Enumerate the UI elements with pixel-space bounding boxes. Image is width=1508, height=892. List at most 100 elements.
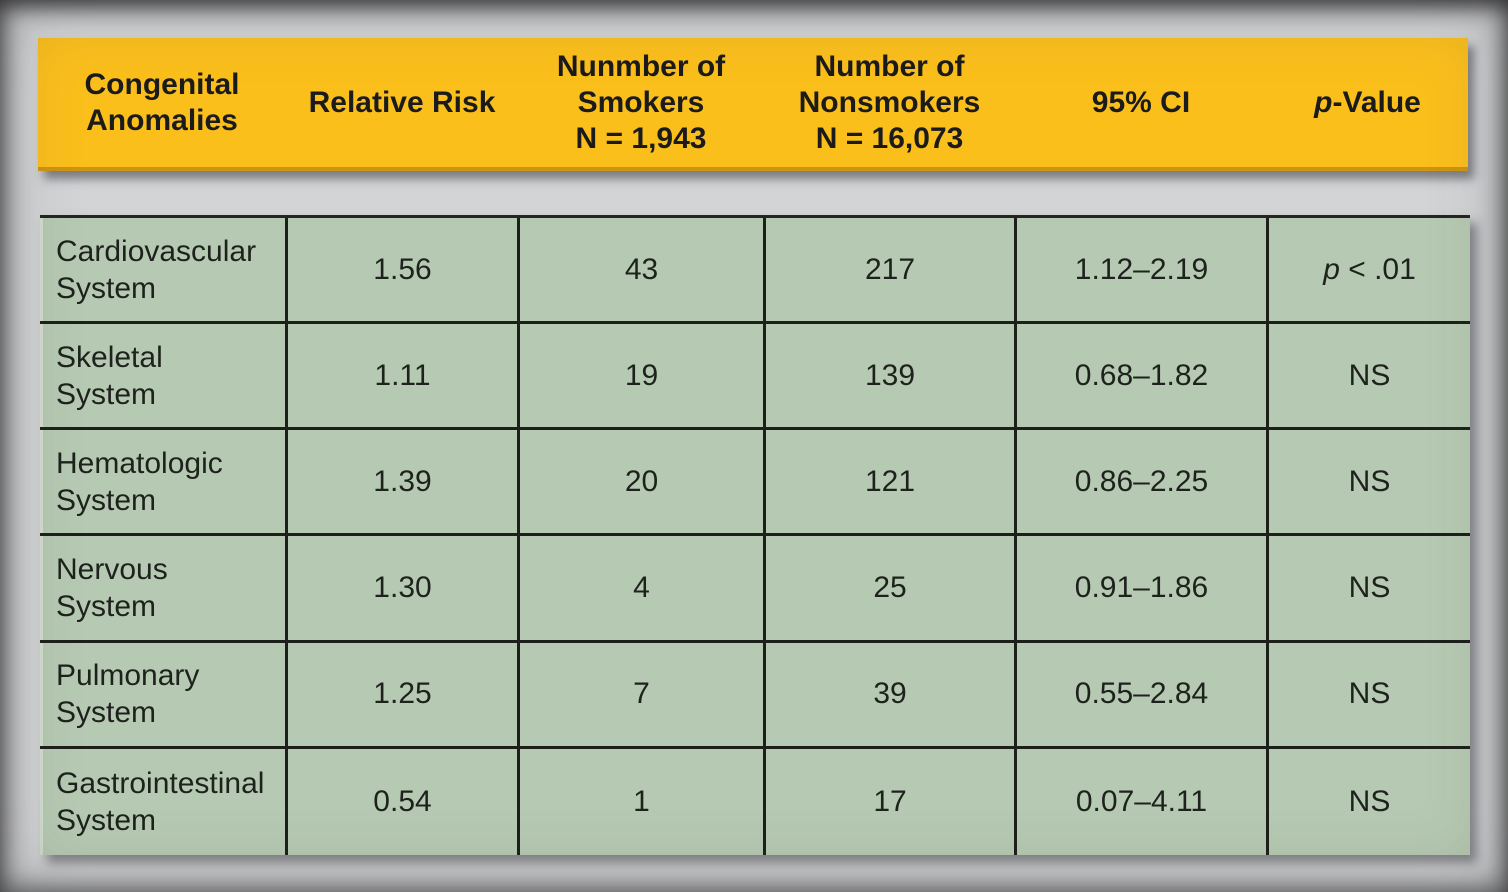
- relative-risk-cell: 1.56: [288, 218, 520, 325]
- smokers-value: 1: [633, 784, 650, 818]
- nonsmokers-value: 25: [873, 571, 907, 605]
- anomaly-cell: Pulmonary System: [40, 642, 288, 749]
- p-rest: NS: [1348, 784, 1391, 818]
- header-line: Relative Risk: [308, 85, 496, 119]
- p-value-cell: NS: [1269, 536, 1470, 643]
- relative-risk-cell: 1.25: [288, 642, 520, 749]
- anomaly-line: Cardiovascular: [56, 234, 257, 268]
- p-rest: NS: [1348, 464, 1391, 498]
- ci-value: 0.86–2.25: [1074, 464, 1209, 498]
- ci-value: 0.91–1.86: [1074, 571, 1209, 605]
- smokers-cell: 4: [520, 536, 766, 643]
- ci-cell: 1.12–2.19: [1017, 218, 1269, 325]
- header-line: N = 1,943: [575, 121, 707, 155]
- header-line: Number of: [814, 49, 965, 83]
- ci-value: 1.12–2.19: [1074, 252, 1209, 286]
- header-cell-relative-risk: Relative Risk: [286, 38, 518, 167]
- nonsmokers-value: 217: [864, 252, 916, 286]
- ci-cell: 0.55–2.84: [1017, 642, 1269, 749]
- anomaly-line: System: [56, 590, 157, 624]
- header-line: 95% CI: [1091, 85, 1191, 119]
- anomaly-line: Skeletal: [56, 340, 163, 374]
- smokers-cell: 43: [520, 218, 766, 325]
- anomaly-line: System: [56, 696, 157, 730]
- anomaly-line: System: [56, 483, 157, 517]
- relative-risk-value: 0.54: [373, 784, 432, 818]
- anomaly-line: Gastrointestinal: [56, 766, 265, 800]
- nonsmokers-cell: 39: [766, 642, 1017, 749]
- smokers-cell: 19: [520, 324, 766, 431]
- ci-value: 0.07–4.11: [1075, 784, 1208, 818]
- anomaly-cell: Cardiovascular System: [40, 218, 288, 325]
- p-rest: NS: [1348, 677, 1391, 711]
- ci-value: 0.55–2.84: [1074, 677, 1209, 711]
- smokers-cell: 7: [520, 642, 766, 749]
- nonsmokers-value: 17: [873, 784, 907, 818]
- header-line: Congenital: [84, 67, 240, 101]
- relative-risk-value: 1.30: [373, 571, 432, 605]
- nonsmokers-value: 139: [864, 358, 916, 392]
- anomaly-line: System: [56, 377, 157, 411]
- header-line: Smokers: [577, 85, 705, 119]
- nonsmokers-value: 39: [873, 677, 907, 711]
- anomaly-line: Pulmonary: [56, 659, 200, 693]
- data-table: Cardiovascular System 1.56 43 217 1.12–2…: [40, 215, 1470, 855]
- anomaly-line: Hematologic: [56, 446, 223, 480]
- p-value-text: NS: [1349, 569, 1391, 607]
- nonsmokers-value: 121: [864, 464, 916, 498]
- p-rest: NS: [1348, 571, 1391, 605]
- header-line: Anomalies: [86, 103, 238, 137]
- anomaly-line: Nervous: [56, 553, 168, 587]
- ci-cell: 0.91–1.86: [1017, 536, 1269, 643]
- ci-value: 0.68–1.82: [1074, 358, 1209, 392]
- anomaly-cell: Gastrointestinal System: [40, 748, 288, 855]
- nonsmokers-cell: 121: [766, 430, 1017, 537]
- relative-risk-cell: 1.11: [288, 324, 520, 431]
- relative-risk-value: 1.11: [374, 358, 431, 392]
- p-value-cell: p < .01: [1269, 218, 1470, 325]
- smokers-cell: 20: [520, 430, 766, 537]
- relative-risk-cell: 1.30: [288, 536, 520, 643]
- header-cell-number-of-nonsmokers: Number of Nonsmokers N = 16,073: [764, 38, 1015, 167]
- header-cell-95-ci: 95% CI: [1015, 38, 1267, 167]
- relative-risk-cell: 1.39: [288, 430, 520, 537]
- p-value-cell: NS: [1269, 643, 1470, 749]
- anomaly-cell: Nervous System: [40, 536, 288, 643]
- ci-cell: 0.86–2.25: [1017, 430, 1269, 537]
- nonsmokers-cell: 217: [766, 218, 1017, 325]
- ci-cell: 0.68–1.82: [1017, 324, 1269, 431]
- smokers-value: 43: [624, 252, 659, 286]
- header-line: N = 16,073: [815, 121, 964, 155]
- smokers-value: 20: [624, 464, 659, 498]
- header-cell-number-of-smokers: Nunmber of Smokers N = 1,943: [518, 38, 764, 167]
- relative-risk-value: 1.56: [373, 252, 432, 286]
- p-value-italic-p: p: [1314, 85, 1333, 119]
- p-value-text: NS: [1349, 357, 1391, 395]
- nonsmokers-cell: 17: [766, 748, 1017, 855]
- anomaly-line: System: [56, 271, 157, 305]
- relative-risk-value: 1.25: [373, 677, 432, 711]
- header-line: Nunmber of: [556, 49, 726, 83]
- p-value-cell: NS: [1269, 430, 1470, 537]
- p-rest: NS: [1348, 358, 1391, 392]
- smokers-cell: 1: [520, 748, 766, 855]
- p-value-text: NS: [1349, 675, 1391, 713]
- p-rest: < .01: [1339, 252, 1416, 286]
- table-header-band: Congenital Anomalies Relative Risk Nunmb…: [38, 38, 1468, 171]
- anomaly-cell: Skeletal System: [40, 324, 288, 431]
- smokers-value: 19: [624, 358, 659, 392]
- header-cell-p-value: p-Value: [1267, 38, 1468, 167]
- p-italic: p: [1323, 252, 1340, 286]
- p-value-cell: NS: [1269, 324, 1470, 431]
- p-value-rest: -Value: [1332, 85, 1421, 119]
- header-line: Nonsmokers: [798, 85, 981, 119]
- header-cell-congenital-anomalies: Congenital Anomalies: [38, 38, 286, 167]
- relative-risk-cell: 0.54: [288, 748, 520, 855]
- smokers-value: 7: [633, 677, 650, 711]
- relative-risk-value: 1.39: [373, 464, 432, 498]
- header-line: p-Value: [1314, 85, 1421, 121]
- ci-cell: 0.07–4.11: [1017, 748, 1269, 855]
- p-value-text: NS: [1349, 463, 1391, 501]
- anomaly-cell: Hematologic System: [40, 430, 288, 537]
